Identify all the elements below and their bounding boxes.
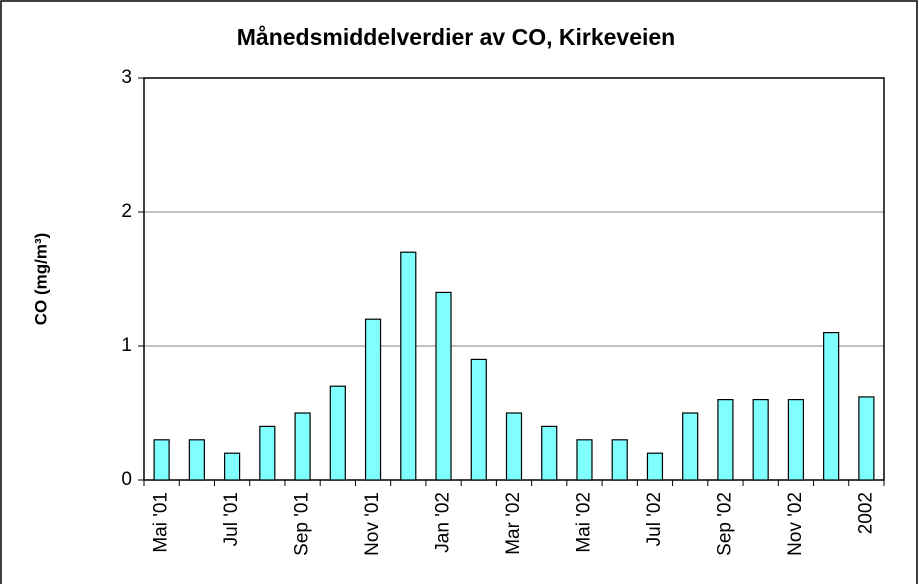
y-axis-label: CO (mg/m³) [31, 233, 50, 326]
bar [682, 412, 699, 481]
bar [294, 412, 311, 481]
bar [470, 358, 487, 481]
x-tick-label: Mai '02 [573, 492, 594, 553]
bar [576, 439, 593, 481]
bar [505, 412, 523, 481]
y-tick-label: 3 [121, 67, 132, 88]
x-tick-label: Mar '02 [503, 492, 524, 555]
x-tick-label: Sep '01 [292, 492, 313, 556]
x-tick-label: Jul '01 [221, 492, 242, 546]
x-tick-label: 2002 [855, 492, 876, 534]
bar [611, 439, 628, 481]
y-tick-label: 1 [121, 335, 132, 356]
bar [717, 399, 734, 481]
y-tick-label: 0 [121, 469, 132, 490]
bar [153, 439, 170, 481]
bar [787, 399, 805, 481]
bar [329, 385, 346, 481]
bar [188, 439, 205, 481]
bar [364, 318, 382, 481]
bar [752, 399, 769, 481]
bar [858, 396, 875, 481]
bar [435, 291, 452, 481]
x-tick-label: Nov '02 [785, 492, 806, 556]
bar [259, 425, 276, 481]
x-tick-label: Sep '02 [714, 492, 735, 556]
x-tick-label: Mai '01 [151, 492, 172, 553]
bar [646, 452, 664, 481]
bar [823, 332, 840, 481]
x-tick-label: Jan '02 [433, 492, 454, 553]
bar [223, 452, 241, 481]
y-tick-label: 2 [121, 201, 132, 222]
x-tick-label: Jul '02 [644, 492, 665, 546]
bar [541, 425, 558, 481]
x-tick-label: Nov '01 [362, 492, 383, 556]
chart-title: Månedsmiddelverdier av CO, Kirkeveien [237, 24, 675, 50]
bar [400, 251, 417, 481]
